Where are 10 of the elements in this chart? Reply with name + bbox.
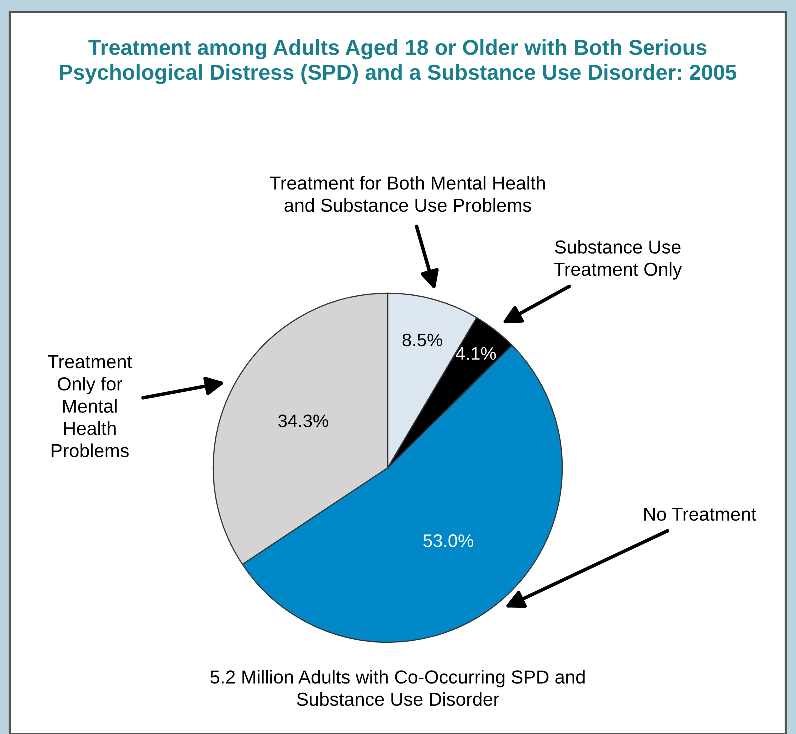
text: 5.2 Million Adults with Co-Occurring SPD and Substance Use Disorder: [210, 670, 585, 706]
slice-label: Substance Use Treatment Only: [554, 240, 682, 280]
slice-label: Treatment for Both Mental Health and Substance Use Problems: [270, 176, 546, 212]
chart-title: Treatment among Adults Aged 18 or Older with Both Serious Psychological Distress (SPD) and a Substance Use Disorder: 2005: [60, 40, 737, 84]
data-label: 8.5%: [402, 334, 443, 347]
data-label: 34.3%: [278, 414, 328, 428]
data-label: 4.1%: [456, 347, 496, 360]
data-label: 53.0%: [424, 534, 474, 548]
slice-label: No Treatment: [644, 508, 756, 522]
slice-label: Treatment Only for Mental Health Problems: [48, 355, 132, 458]
